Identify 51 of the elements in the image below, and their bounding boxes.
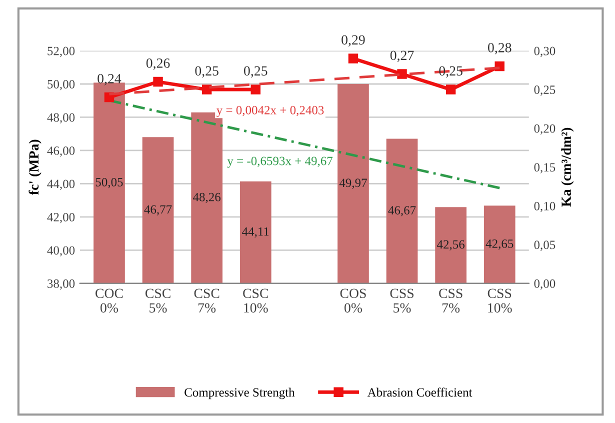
point [250, 84, 260, 94]
data-label: 0,27 [390, 50, 414, 62]
y-tick-label: 38,00 [48, 279, 75, 290]
annotation: y = 0,0042x + 0,2403 [216, 106, 324, 117]
x-tick-label: COS 0% [340, 288, 366, 313]
x-tick-label: CSC 5% [145, 288, 170, 313]
data-label: 46,77 [144, 205, 172, 216]
data-label: 0,29 [342, 35, 365, 47]
y-tick-label: 48,00 [47, 113, 75, 124]
y2-tick-label: 0,00 [534, 279, 556, 290]
y-tick-label: 44,00 [47, 180, 75, 190]
y2-tick-label: 0,15 [534, 163, 556, 174]
x-tick-label: COC 0% [96, 288, 123, 313]
data-label: 42,56 [437, 240, 465, 250]
data-label: 42,65 [486, 240, 514, 250]
y2-tick-label: 0,05 [534, 240, 556, 251]
data-label: 49,97 [339, 178, 367, 189]
y2-tick-label: 0,20 [534, 124, 556, 135]
data-label: 44,11 [242, 227, 269, 238]
point [202, 84, 212, 94]
y2-tick-label: 0,25 [534, 86, 556, 96]
point [348, 54, 358, 64]
y2-tick-label: 0,30 [534, 46, 556, 58]
y2-tick-label: 0,10 [534, 202, 556, 212]
y-axis-title: fc' (MPa) [28, 140, 42, 195]
legend-label: Compressive Strength [184, 388, 295, 400]
data-label: 0,25 [195, 66, 218, 78]
data-label: 0,25 [244, 66, 268, 78]
x-tick-label: CSS 7% [439, 288, 462, 313]
data-label: 50,05 [96, 178, 123, 188]
data-label: 46,67 [388, 206, 416, 216]
y-tick-label: 46,00 [47, 146, 75, 157]
y-tick-label: 42,00 [47, 212, 75, 224]
y-tick-label: 52,00 [48, 46, 75, 58]
y-tick-label: 50,00 [48, 80, 75, 90]
point [446, 84, 456, 94]
data-label: 0,24 [98, 74, 122, 86]
x-tick-label: CSC 10% [243, 288, 268, 313]
x-tick-label: CSS 5% [390, 288, 414, 313]
data-label: 48,26 [193, 192, 221, 204]
x-tick-label: CSS 10% [488, 288, 512, 313]
x-tick-label: CSC 7% [194, 288, 220, 313]
annotation: y = -0,6593x + 49,67 [227, 156, 333, 168]
point [153, 76, 163, 87]
legend-label: Abrasion Coefficient [367, 388, 472, 397]
y2-axis-title: Ka (cm³/dm²) [561, 128, 574, 207]
data-label: 0,26 [146, 58, 170, 70]
y-tick-label: 40,00 [47, 246, 75, 256]
point [397, 69, 407, 79]
data-label: 0,25 [439, 66, 462, 78]
data-label: 0,28 [488, 42, 512, 54]
